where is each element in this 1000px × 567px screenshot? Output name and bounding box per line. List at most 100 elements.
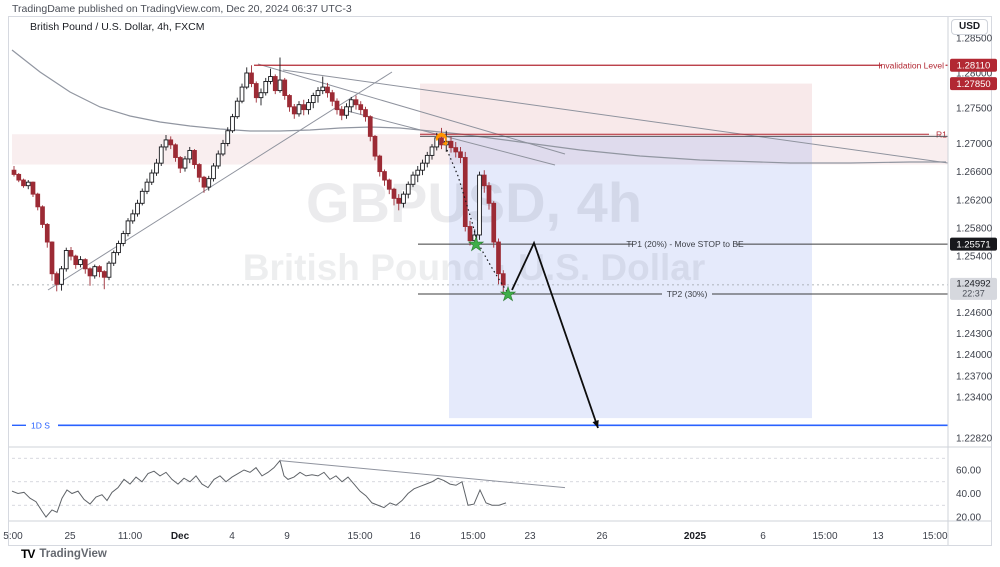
symbol-legend[interactable]: British Pound / U.S. Dollar, 4h, FXCM [30,21,205,33]
price-axis-tick: 1.22820 [956,433,993,444]
candle-body [396,197,402,204]
price-axis-tick: 1.28000 [956,69,993,80]
tp2-label: TP2 (30%) [667,289,708,299]
candle-body [87,268,93,277]
candle-body [139,190,145,204]
tradingview-logo-icon: TV [21,547,35,561]
price-axis-tick: 1.27000 [956,139,993,150]
price-axis-tick: 1.24000 [956,350,993,361]
tp1-price-badge-text: 1.25571 [956,239,990,250]
price-axis-tick: 1.24600 [956,308,993,319]
time-axis-label: 15:00 [812,531,837,542]
time-axis-label: 15:00 [347,531,372,542]
time-axis-label: 23 [524,531,536,542]
candle-body [244,72,250,88]
candle-body [78,259,83,266]
candle-body [481,174,487,187]
rsi-trendline[interactable] [279,460,566,489]
candle-body [306,102,311,111]
candle-body [258,92,264,99]
candle-body [491,202,497,243]
candle-body [168,139,174,146]
candle-body [16,173,22,181]
time-axis-label: 13 [872,531,884,542]
candle-body [325,86,330,94]
candle-body [282,79,288,96]
candle-body [415,169,421,176]
price-axis-tick: 1.25400 [956,252,993,263]
time-axis-label: 15:00 [460,531,485,542]
price-axis-tick: 1.23400 [956,392,993,403]
tradingview-logo[interactable]: TV TradingView [21,547,107,561]
candle-body [424,154,430,164]
candle-body [296,104,302,115]
time-axis-label: 4 [229,531,235,542]
profit-target-box[interactable] [449,136,812,419]
candle-body [472,234,478,242]
candle-body [187,150,193,160]
candle-body [215,153,221,167]
candle-body [348,99,354,108]
candle-body [116,242,121,254]
candle-body [182,158,188,169]
candle-body [73,255,79,266]
candle-body [49,241,55,275]
candle-body [68,250,74,257]
candle-body [21,179,26,187]
time-axis-label: 16 [409,531,421,542]
candle-body [144,181,150,192]
time-axis-label: 11:00 [118,531,143,542]
candles-series [11,57,506,295]
candle-body [163,139,169,148]
stop-loss-box[interactable] [420,83,812,137]
candle-body [386,179,392,190]
candle-body [382,171,387,181]
candle-body [291,106,297,115]
candle-body [339,109,345,116]
candle-body [225,130,231,144]
candle-body [329,92,335,102]
moving-average-line[interactable] [11,49,946,164]
candle-body [344,106,349,116]
tradingview-logo-text: TradingView [39,548,107,560]
candle-body [192,150,197,166]
candle-body [211,165,216,180]
candle-body [500,273,506,286]
support-1d-label: 1D S [31,420,50,430]
forecast-arrow[interactable] [511,240,599,429]
trendline-2[interactable] [257,63,566,155]
time-axis-label: 26 [596,531,608,542]
time-axis-label: 25 [64,531,76,542]
candle-body [467,226,473,242]
candle-body [420,162,425,171]
candle-body [220,142,226,155]
candle-body [377,155,383,173]
candle-body [201,176,207,188]
candle-body [272,76,278,92]
currency-toggle[interactable]: USD [951,19,989,35]
candle-body [177,157,183,169]
candle-body [410,174,416,185]
time-axis-label: 5:00 [3,531,23,542]
candle-body [82,259,88,270]
candle-body [477,174,482,236]
rsi-line [11,459,507,518]
invalidation-label: Invalidation Level [878,60,944,70]
candle-body [11,169,17,175]
candle-body [496,241,501,275]
price-axis-tick: 1.23700 [956,371,993,382]
candle-body [462,157,468,227]
candle-body [287,95,292,108]
trendline-3[interactable] [282,69,949,164]
invalidation-price-badge [950,58,997,72]
r1-label: R1 [936,129,947,139]
current-price-text: 1.24992 [956,278,990,289]
candle-body [234,100,240,118]
candle-body [458,151,463,158]
candle-body [135,202,140,215]
candle-body [372,135,378,157]
candle-body [149,172,155,183]
resistance-zone[interactable] [12,134,948,165]
